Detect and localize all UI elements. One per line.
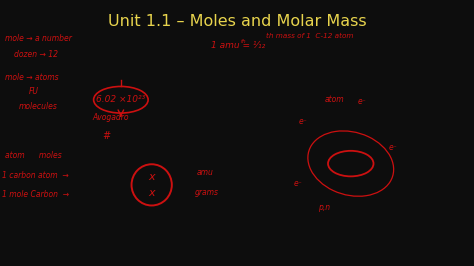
Text: p,n: p,n xyxy=(318,203,330,212)
Text: atom: atom xyxy=(325,95,344,104)
Text: FU: FU xyxy=(28,87,38,96)
Text: grams: grams xyxy=(194,188,219,197)
Text: Avogadro: Avogadro xyxy=(92,113,129,122)
Text: 6.02 ×10²³: 6.02 ×10²³ xyxy=(96,95,146,104)
Text: x: x xyxy=(148,172,155,182)
Text: mole → atoms: mole → atoms xyxy=(5,73,58,82)
Text: e⁻: e⁻ xyxy=(358,97,366,106)
Text: amu: amu xyxy=(197,168,214,177)
Text: mole → a number: mole → a number xyxy=(5,34,72,43)
Text: e⁻: e⁻ xyxy=(389,143,397,152)
Text: e⁻: e⁻ xyxy=(299,117,307,126)
Text: dozen → 12: dozen → 12 xyxy=(14,50,58,59)
Text: Unit 1.1 – Moles and Molar Mass: Unit 1.1 – Moles and Molar Mass xyxy=(108,14,366,29)
Text: #: # xyxy=(102,131,110,141)
Text: 1 mole Carbon  →: 1 mole Carbon → xyxy=(2,190,70,199)
Text: molecules: molecules xyxy=(19,102,58,111)
Text: th mass of 1  C-12 atom: th mass of 1 C-12 atom xyxy=(266,33,354,39)
Text: 1 amu = ¹⁄₁₂: 1 amu = ¹⁄₁₂ xyxy=(211,41,265,50)
Text: atom      moles: atom moles xyxy=(5,151,62,160)
Text: th: th xyxy=(241,39,246,44)
Text: 1 carbon atom  →: 1 carbon atom → xyxy=(2,171,69,180)
Text: x: x xyxy=(148,188,155,198)
Text: e⁻: e⁻ xyxy=(294,179,302,188)
